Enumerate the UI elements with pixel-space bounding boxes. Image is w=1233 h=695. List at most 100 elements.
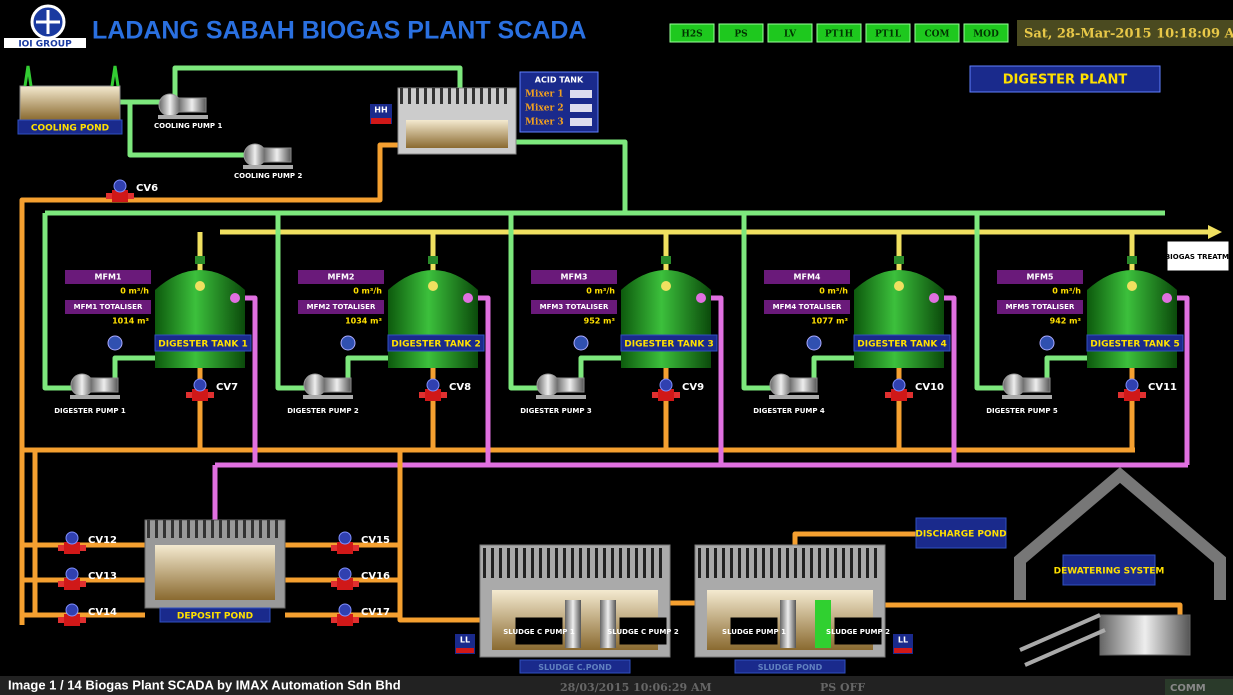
left-valve-label: CV13 [88, 571, 117, 582]
deposit-grate [171, 520, 174, 538]
meter-flow: 0 m³/h [586, 287, 615, 296]
valve-actuator [893, 379, 905, 391]
meter-name: MFM3 [561, 273, 588, 282]
digester-tank-label: DIGESTER TANK 4 [857, 340, 947, 350]
caption: Image 1 / 14 Biogas Plant SCADA by IMAX … [8, 677, 401, 692]
dewatering-label: DEWATERING SYSTEM [1054, 567, 1165, 577]
right-valve-label: CV16 [361, 571, 390, 582]
pump-base [158, 115, 208, 119]
sludge-grate [802, 548, 805, 578]
tank-vent [661, 256, 671, 264]
digester-tank-label: DIGESTER TANK 1 [158, 340, 248, 350]
meter-name: MFM2 [328, 273, 355, 282]
sludge-grate [762, 548, 765, 578]
acid-tank-grate [432, 88, 435, 104]
logo-text: IOI GROUP [18, 40, 72, 50]
sludge-outlet [463, 293, 473, 303]
sludge-grate [818, 548, 821, 578]
mixer-label: Mixer 1 [525, 90, 564, 100]
to-treatment-label: TO BIOGAS TREATMENT [1152, 253, 1233, 261]
valve-pipe-l [1118, 392, 1124, 398]
app-title: LADANG SABAH BIOGAS PLANT SCADA [92, 17, 586, 45]
sludge-grate [826, 548, 829, 578]
deposit-pond-liquid [155, 545, 275, 600]
sludge-grate [834, 548, 837, 578]
sludge-grate [483, 548, 486, 578]
sludge-grate [874, 548, 877, 578]
pump-base [303, 395, 353, 399]
meter-flow: 0 m³/h [819, 287, 848, 296]
hh-alarm-indicator [371, 118, 391, 124]
status-button[interactable]: PT1H [825, 30, 854, 40]
valve-pipe-r [907, 392, 913, 398]
deposit-grate [243, 520, 246, 538]
sludge-grate [778, 548, 781, 578]
totaliser-label: MFM3 TOTALISER [540, 303, 609, 311]
flow-meter [807, 336, 821, 350]
flow-meter [341, 336, 355, 350]
mixer-status [570, 118, 592, 126]
totaliser-label: MFM2 TOTALISER [307, 303, 376, 311]
valve-pipe-r [353, 545, 359, 551]
totaliser-value: 1034 m³ [345, 317, 382, 326]
meter-name: MFM1 [95, 273, 122, 282]
digester-tank-label: DIGESTER TANK 3 [624, 340, 714, 350]
sludge-pump-a [565, 600, 581, 648]
deposit-grate [163, 520, 166, 538]
valve-pipe-r [353, 617, 359, 623]
sludge-grate [531, 548, 534, 578]
gas-outlet [1127, 281, 1137, 291]
pump-base [1002, 395, 1052, 399]
valve-pipe-l [331, 545, 337, 551]
flow-meter [574, 336, 588, 350]
valve-pipe-r [80, 617, 86, 623]
status-button[interactable]: H2S [681, 30, 702, 40]
sludge-grate [810, 548, 813, 578]
sludge-grate [643, 548, 646, 578]
valve-pipe-r [674, 392, 680, 398]
valve-pipe-r [441, 392, 447, 398]
sludge-grate [627, 548, 630, 578]
gas-outlet [195, 281, 205, 291]
cooling-pump-2: COOLING PUMP 2 [234, 172, 302, 180]
status-button[interactable]: PS [734, 30, 747, 40]
left-valve-label: CV12 [88, 535, 117, 546]
status-button[interactable]: LV [784, 30, 797, 40]
deposit-grate [275, 520, 278, 538]
sludge-grate [587, 548, 590, 578]
deposit-grate [195, 520, 198, 538]
acid-tank-grate [400, 88, 403, 104]
ll-alarm: LL [460, 636, 470, 645]
valve-label: CV7 [216, 382, 238, 393]
deposit-grate [259, 520, 262, 538]
cooling-pond-tank [20, 86, 120, 120]
digester-pump-label: DIGESTER PUMP 4 [753, 407, 825, 415]
sludge-pump-b [600, 600, 616, 648]
ll-alarm: LL [898, 636, 908, 645]
acid-tank-grate [440, 88, 443, 104]
sludge-grate [714, 548, 717, 578]
acid-tank-title: ACID TANK [535, 76, 584, 85]
sludge-outlet [1162, 293, 1172, 303]
totaliser-label: MFM4 TOTALISER [773, 303, 842, 311]
sludge-grate [722, 548, 725, 578]
valve-pipe-r [1140, 392, 1146, 398]
sludge-grate [698, 548, 701, 578]
sludge-outlet [929, 293, 939, 303]
meter-flow: 0 m³/h [120, 287, 149, 296]
sludge-grate [579, 548, 582, 578]
sludge-grate [595, 548, 598, 578]
acid-tank-grate [424, 88, 427, 104]
valve-pipe-l [885, 392, 891, 398]
status-button[interactable]: PT1L [875, 30, 902, 40]
digester-pump-label: DIGESTER PUMP 5 [986, 407, 1058, 415]
dewatering-press [1100, 615, 1190, 655]
totaliser-value: 1077 m³ [811, 317, 848, 326]
mixer-label: Mixer 3 [525, 118, 564, 128]
totaliser-value: 952 m³ [584, 317, 616, 326]
valve-label: CV8 [449, 382, 471, 393]
status-button[interactable]: COM [925, 30, 950, 40]
status-button[interactable]: MOD [973, 30, 999, 40]
sludge-grate [794, 548, 797, 578]
valve-pipe-l [58, 617, 64, 623]
